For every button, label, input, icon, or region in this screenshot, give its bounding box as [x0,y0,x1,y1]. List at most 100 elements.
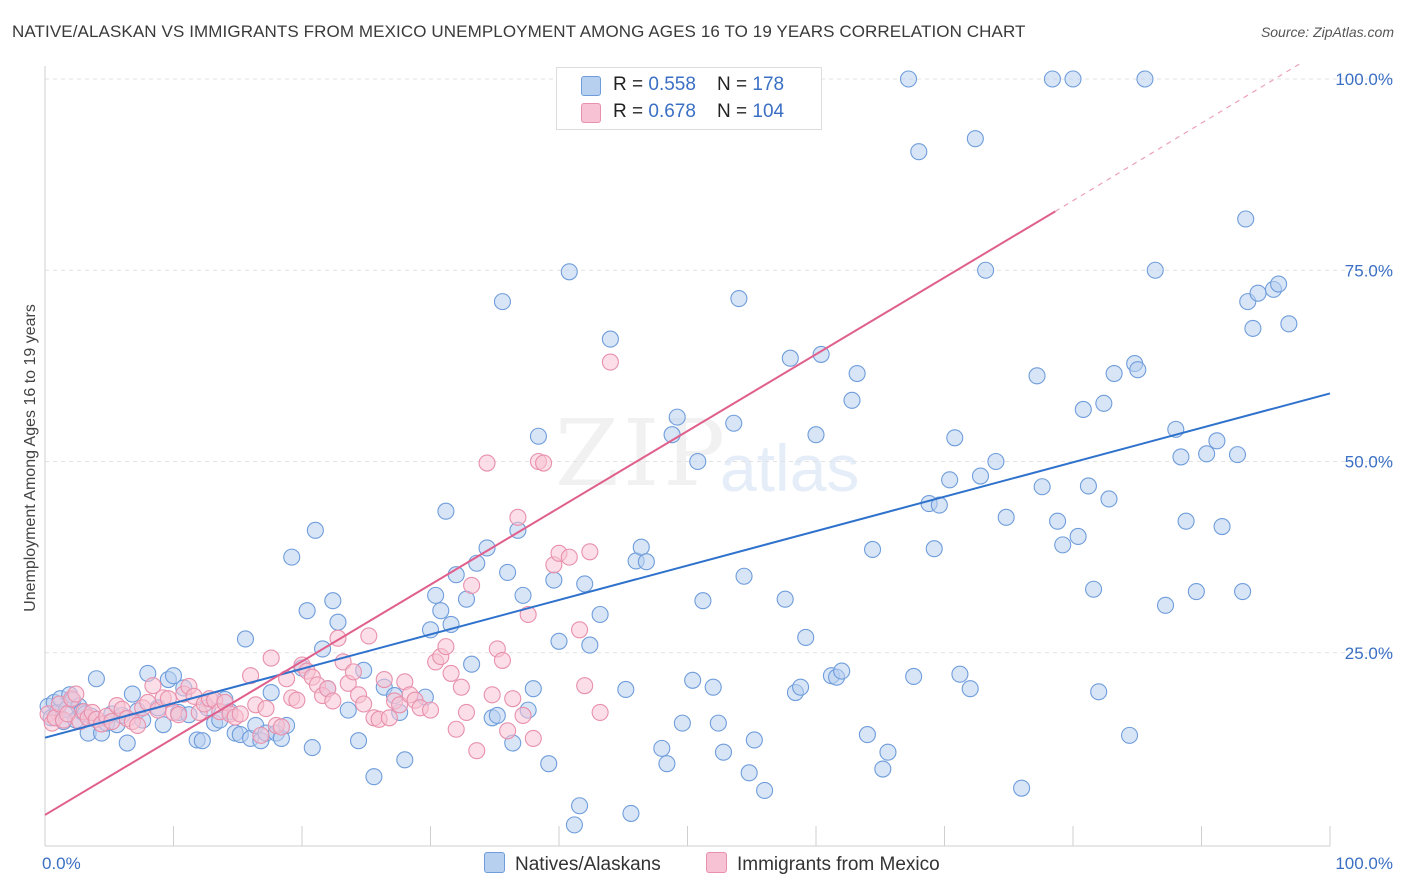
data-point-natives [1013,779,1031,797]
data-point-natives [236,630,255,648]
legend-r-label: R = [613,74,649,95]
data-point-natives [303,739,321,757]
data-point-natives [1090,683,1108,701]
data-point-immigrants [447,720,465,738]
data-point-natives [283,548,301,566]
trend-line-immigrants [44,210,1056,816]
data-point-natives [1095,394,1113,412]
chart-title: NATIVE/ALASKAN VS IMMIGRANTS FROM MEXICO… [12,22,1026,41]
data-point-natives [524,680,542,698]
data-point-natives [1270,275,1288,293]
data-point-natives [1028,367,1046,385]
data-point-natives [1244,319,1262,337]
data-point-natives [1234,582,1252,601]
trend-line-immigrants-extension [1054,63,1301,212]
data-point-immigrants [442,664,460,682]
data-point-natives [858,726,876,744]
data-point-natives [745,731,763,749]
data-point-natives [1237,210,1255,228]
data-point-natives [941,471,959,489]
data-point-natives [1208,432,1226,450]
data-point-natives [756,781,774,800]
data-point-immigrants [478,454,496,472]
x-tick-label: 0.0% [42,854,81,873]
data-point-natives [874,760,892,778]
data-point-natives [1146,261,1164,279]
legend-n-label: N = [717,74,753,95]
data-point-immigrants [262,649,280,667]
data-point-natives [622,804,640,822]
data-point-natives [1213,517,1231,536]
tick-labels: 25.0% 50.0% 75.0% 100.0% 0.0% 100.0% [42,70,1393,873]
data-point-immigrants [380,709,398,727]
data-point-immigrants [257,700,275,718]
data-point-natives [1079,477,1097,495]
data-point-natives [971,467,990,485]
data-point-immigrants [519,605,537,624]
data-point-natives [843,391,861,409]
data-point-natives [1100,490,1118,508]
data-point-natives [427,586,445,604]
data-point-natives [714,743,733,761]
data-point-natives [848,364,866,383]
data-point-natives [689,452,707,471]
data-point-natives [812,345,830,363]
data-point-immigrants [463,576,481,594]
data-point-natives [781,349,799,367]
data-point-natives [797,628,815,647]
data-point-natives [725,414,743,432]
data-point-natives [396,751,414,769]
data-point-natives [735,567,753,585]
watermark-atlas: atlas [720,431,860,505]
data-point-immigrants [391,696,409,714]
data-point-natives [329,613,347,631]
data-point-natives [437,502,455,520]
data-point-immigrants [437,638,455,656]
data-point-immigrants [242,667,260,685]
data-point-natives [987,452,1005,471]
data-point-natives [193,732,211,750]
data-point-immigrants [524,729,542,747]
data-point-natives [1177,512,1195,530]
series-immigrants-from-mexico [39,353,619,760]
legend-n-label: N = [717,101,753,122]
data-point-immigrants [355,695,373,713]
data-point-natives [925,540,943,558]
data-point-natives [478,539,496,557]
y-tick-label: 75.0% [1345,261,1393,280]
data-point-natives [1074,400,1092,419]
data-point-natives [658,755,676,773]
y-tick-label: 100.0% [1335,70,1393,89]
data-point-immigrants [421,701,440,719]
data-point-immigrants [344,663,362,681]
data-point-immigrants [288,691,306,709]
data-point-natives [776,590,794,608]
data-point-natives [1069,527,1087,546]
data-point-natives [997,508,1015,526]
data-point-natives [1156,596,1175,614]
legend-swatch-pink [581,103,601,123]
data-point-natives [1120,726,1139,744]
data-point-natives [1136,70,1154,88]
data-point-natives [1249,284,1267,302]
data-point-natives [879,743,897,761]
grid [45,78,1395,654]
data-point-natives [298,602,316,620]
trend-line-natives [44,392,1331,739]
data-point-natives [709,714,727,732]
data-point-immigrants [509,508,527,526]
data-point-natives [164,667,183,685]
data-point-immigrants [170,706,188,724]
data-point-natives [653,739,671,757]
data-point-immigrants [514,706,532,725]
data-point-natives [946,429,964,447]
data-point-natives [1172,448,1190,466]
data-point-natives [704,678,722,696]
data-point-natives [792,678,810,696]
data-point-natives [306,521,324,539]
data-point-natives [951,665,969,683]
data-point-immigrants [483,686,501,704]
data-point-natives [581,636,599,654]
data-point-natives [684,671,702,689]
